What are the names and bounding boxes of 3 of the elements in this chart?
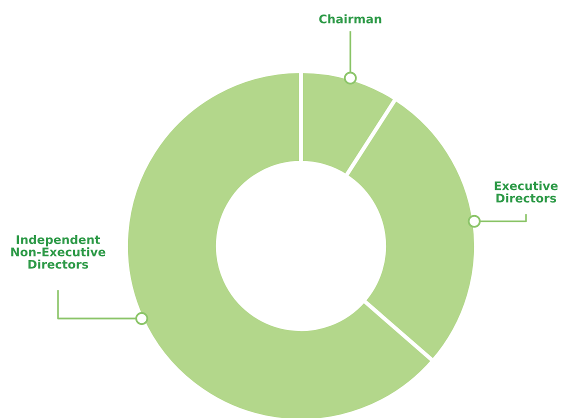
- slice-label: Executive Directors: [494, 181, 558, 203]
- slice-label: Chairman: [319, 14, 382, 24]
- slice-label: Independent Non-Executive Directors: [11, 234, 106, 269]
